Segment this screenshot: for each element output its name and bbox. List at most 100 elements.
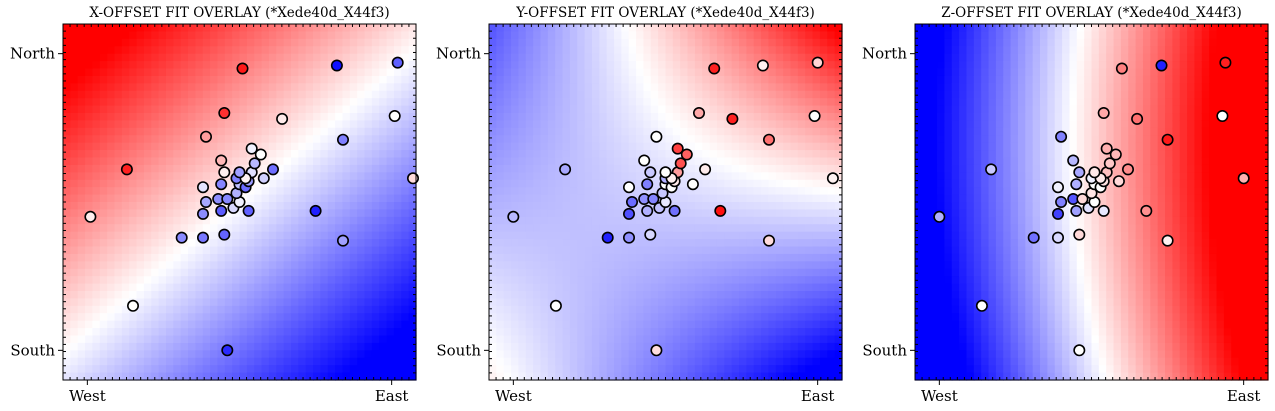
heatmap-cell bbox=[408, 75, 417, 84]
heatmap-cell bbox=[173, 61, 182, 70]
heatmap-cell bbox=[709, 202, 718, 211]
heatmap-cell bbox=[606, 216, 615, 225]
heatmap-cell bbox=[180, 68, 189, 77]
heatmap-cell bbox=[217, 142, 226, 151]
heatmap-cell bbox=[290, 61, 299, 70]
heatmap-cell bbox=[107, 172, 116, 181]
heatmap-cell bbox=[386, 98, 395, 107]
heatmap-cell bbox=[70, 246, 79, 255]
heatmap-cell bbox=[643, 98, 652, 107]
heatmap-cell bbox=[290, 38, 299, 47]
heatmap-cell bbox=[643, 216, 652, 225]
heatmap-cell bbox=[77, 61, 86, 70]
heatmap-cell bbox=[290, 83, 299, 92]
heatmap-cell bbox=[335, 253, 344, 262]
heatmap-cell bbox=[335, 187, 344, 196]
heatmap-cell bbox=[584, 194, 593, 203]
heatmap-cell bbox=[702, 38, 711, 47]
heatmap-cell bbox=[357, 342, 366, 351]
heatmap-cell bbox=[342, 350, 351, 359]
heatmap-cell bbox=[783, 46, 792, 55]
heatmap-cell bbox=[584, 38, 593, 47]
heatmap-cell bbox=[783, 268, 792, 277]
heatmap-cell bbox=[614, 113, 622, 122]
heatmap-cell bbox=[496, 179, 505, 188]
heatmap-cell bbox=[709, 276, 718, 285]
heatmap-cell bbox=[555, 261, 564, 270]
heatmap-cell bbox=[540, 105, 549, 114]
heatmap-cell bbox=[569, 328, 578, 337]
heatmap-cell bbox=[305, 209, 314, 218]
heatmap-cell bbox=[313, 216, 321, 225]
heatmap-cell bbox=[136, 246, 145, 255]
heatmap-cell bbox=[136, 305, 145, 314]
heatmap-cell bbox=[342, 298, 351, 307]
heatmap-cell bbox=[320, 105, 329, 114]
heatmap-cell bbox=[746, 328, 755, 337]
heatmap-cell bbox=[599, 224, 608, 233]
heatmap-cell bbox=[687, 38, 696, 47]
heatmap-cell bbox=[687, 239, 696, 248]
heatmap-cell bbox=[599, 120, 608, 129]
heatmap-cell bbox=[716, 350, 725, 359]
heatmap-cell bbox=[180, 31, 189, 40]
heatmap-cell bbox=[783, 120, 792, 129]
heatmap-cell bbox=[114, 268, 123, 277]
heatmap-cell bbox=[121, 268, 130, 277]
heatmap-cell bbox=[305, 202, 314, 211]
heatmap-cell bbox=[569, 372, 578, 381]
heatmap-cell bbox=[239, 313, 248, 322]
heatmap-cell bbox=[298, 216, 307, 225]
heatmap-cell bbox=[533, 224, 542, 233]
heatmap-cell bbox=[99, 365, 108, 374]
heatmap-cell bbox=[775, 46, 784, 55]
heatmap-cell bbox=[335, 365, 344, 374]
heatmap-cell bbox=[136, 328, 145, 337]
heatmap-cell bbox=[129, 372, 138, 381]
heatmap-cell bbox=[386, 246, 395, 255]
heatmap-cell bbox=[342, 202, 351, 211]
heatmap-cell bbox=[254, 113, 263, 122]
heatmap-cell bbox=[290, 342, 299, 351]
heatmap-cell bbox=[687, 127, 696, 136]
heatmap-cell bbox=[724, 305, 733, 314]
heatmap-cell bbox=[393, 135, 402, 144]
heatmap-cell bbox=[254, 365, 263, 374]
heatmap-cell bbox=[569, 283, 578, 292]
heatmap-cell bbox=[379, 246, 388, 255]
heatmap-cell bbox=[217, 335, 226, 344]
heatmap-cell bbox=[599, 261, 608, 270]
heatmap-cell bbox=[694, 83, 703, 92]
heatmap-cell bbox=[511, 261, 520, 270]
heatmap-cell bbox=[85, 305, 94, 314]
heatmap-cell bbox=[709, 231, 718, 240]
heatmap-cell bbox=[85, 239, 94, 248]
heatmap-cell bbox=[114, 31, 123, 40]
heatmap-cell bbox=[775, 335, 784, 344]
heatmap-cell bbox=[687, 164, 696, 173]
heatmap-cell bbox=[121, 291, 130, 300]
heatmap-cell bbox=[107, 350, 116, 359]
heatmap-cell bbox=[335, 90, 344, 99]
heatmap-cell bbox=[202, 31, 211, 40]
heatmap-cell bbox=[680, 202, 689, 211]
heatmap-cell bbox=[371, 38, 380, 47]
heatmap-cell bbox=[224, 113, 233, 122]
heatmap-cell bbox=[753, 98, 762, 107]
heatmap-cell bbox=[503, 291, 512, 300]
heatmap-cell bbox=[599, 298, 608, 307]
heatmap-cell bbox=[99, 83, 108, 92]
heatmap-cell bbox=[224, 372, 233, 381]
heatmap-cell bbox=[716, 113, 725, 122]
heatmap-cell bbox=[562, 268, 571, 277]
heatmap-cell bbox=[753, 90, 762, 99]
heatmap-cell bbox=[268, 313, 277, 322]
heatmap-cell bbox=[290, 365, 299, 374]
heatmap-cell bbox=[518, 246, 527, 255]
heatmap-cell bbox=[614, 224, 622, 233]
heatmap-cell bbox=[562, 253, 571, 262]
heatmap-cell bbox=[70, 276, 79, 285]
heatmap-cell bbox=[313, 38, 321, 47]
heatmap-cell bbox=[371, 261, 380, 270]
heatmap-cell bbox=[357, 276, 366, 285]
